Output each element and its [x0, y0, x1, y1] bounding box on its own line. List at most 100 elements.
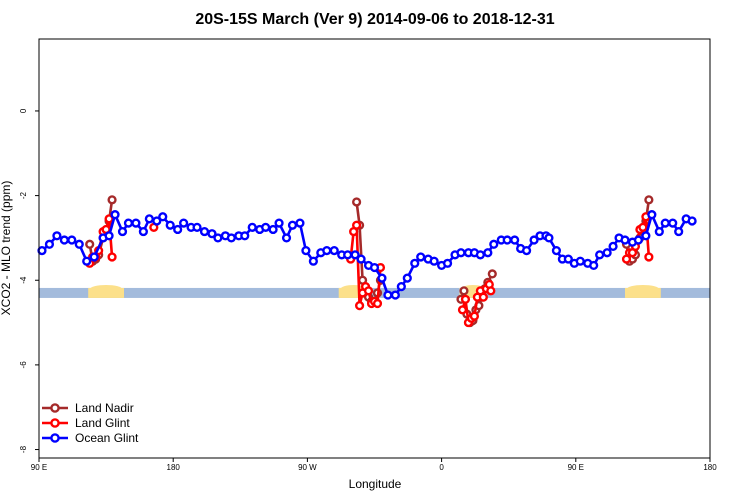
data-point	[268, 224, 278, 235]
data-point	[350, 250, 360, 260]
data-point	[377, 273, 387, 283]
legend-swatch-marker	[50, 403, 60, 413]
data-point	[457, 305, 468, 315]
data-point	[352, 220, 362, 230]
data-point	[52, 231, 62, 241]
data-point	[329, 246, 339, 256]
data-point	[674, 226, 684, 237]
x-axis: 90 E 180 90 W 0 90 E 180	[31, 458, 717, 472]
data-point	[179, 218, 189, 228]
legend-item: Ocean Glint	[42, 431, 139, 445]
x-tick-label: 90 E	[568, 463, 584, 472]
data-point	[486, 286, 496, 296]
data-point	[117, 226, 128, 237]
data-point	[110, 210, 120, 220]
data-point	[442, 258, 453, 268]
data-point	[410, 258, 420, 268]
data-point	[301, 246, 311, 256]
data-point	[308, 256, 318, 266]
data-point	[356, 254, 366, 264]
legend-label: Land Nadir	[75, 401, 134, 415]
data-point	[487, 269, 497, 279]
y-tick-label: -4	[19, 276, 28, 284]
data-point	[144, 214, 154, 224]
data-point	[456, 248, 466, 258]
data-point	[638, 222, 648, 232]
data-point	[660, 218, 670, 228]
series-land-glint	[85, 212, 654, 328]
y-tick-label: -8	[19, 445, 28, 453]
data-point	[192, 222, 202, 232]
data-point	[104, 214, 114, 224]
data-point	[123, 218, 134, 228]
land-band-bump	[627, 284, 659, 293]
legend-item: Land Nadir	[42, 401, 134, 415]
data-point	[383, 290, 393, 300]
data-point	[502, 235, 512, 245]
legend-item: Land Glint	[42, 416, 130, 430]
data-point	[483, 248, 493, 258]
data-point	[207, 229, 217, 239]
data-point	[281, 233, 292, 243]
data-point	[595, 250, 605, 260]
data-point	[521, 246, 532, 256]
data-point	[647, 210, 657, 220]
data-point	[575, 256, 585, 266]
y-tick-label: -2	[19, 191, 28, 199]
data-point	[668, 218, 678, 228]
data-point	[608, 241, 618, 251]
data-point	[396, 281, 406, 292]
data-point	[152, 216, 162, 226]
data-point	[416, 252, 426, 262]
data-point	[107, 195, 117, 205]
data-point	[59, 235, 69, 245]
data-point	[469, 311, 480, 321]
data-point	[165, 220, 175, 230]
data-point	[589, 260, 599, 271]
data-point	[343, 250, 353, 260]
series-ocean-glint	[37, 210, 697, 300]
data-point	[158, 212, 168, 222]
data-point	[641, 231, 651, 241]
data-point	[213, 233, 223, 243]
data-point	[478, 292, 488, 302]
data-point	[352, 197, 362, 207]
x-axis-label: Longitude	[349, 477, 402, 491]
data-point	[67, 235, 77, 245]
data-point	[85, 239, 95, 249]
data-point	[369, 262, 380, 273]
data-point	[602, 248, 612, 258]
legend-label: Ocean Glint	[75, 431, 139, 445]
data-point	[563, 254, 573, 264]
data-point	[644, 252, 654, 262]
legend-swatch-marker	[50, 418, 60, 428]
data-point	[644, 195, 654, 205]
legend-label: Land Glint	[75, 416, 130, 430]
data-point	[322, 246, 332, 256]
data-point	[82, 256, 92, 266]
data-point	[89, 252, 99, 262]
x-tick-label: 0	[439, 463, 444, 472]
data-point	[354, 301, 365, 311]
y-tick-label: 0	[19, 108, 28, 113]
data-point	[131, 218, 141, 228]
data-point	[620, 235, 630, 245]
data-point	[475, 250, 485, 260]
data-point	[363, 286, 374, 296]
series-layer	[37, 195, 697, 328]
data-point	[510, 235, 520, 245]
data-point	[687, 216, 697, 226]
data-point	[633, 235, 644, 245]
data-point	[44, 239, 55, 249]
x-tick-label: 90 W	[298, 463, 317, 472]
data-point	[295, 218, 305, 228]
legend-swatch-marker	[50, 433, 60, 443]
data-point	[173, 224, 183, 235]
data-point	[107, 252, 117, 262]
data-point	[37, 246, 47, 256]
data-point	[544, 233, 554, 243]
data-point	[261, 222, 271, 232]
data-point	[274, 218, 284, 228]
chart-title: 20S-15S March (Ver 9) 2014-09-06 to 2018…	[195, 11, 554, 28]
